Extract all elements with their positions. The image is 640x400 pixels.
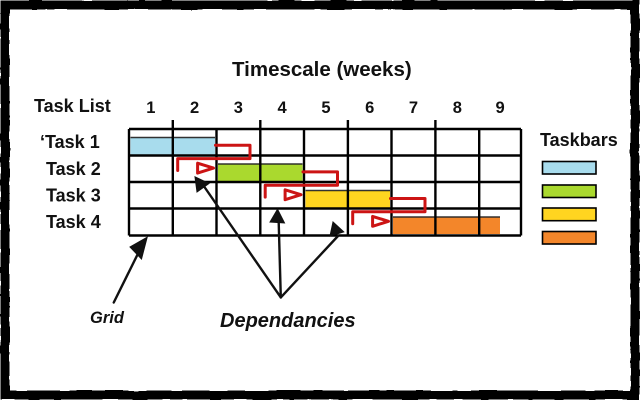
svg-text:Timescale (weeks): Timescale (weeks) bbox=[232, 58, 412, 81]
svg-text:8: 8 bbox=[453, 99, 462, 117]
svg-text:Dependancies: Dependancies bbox=[220, 310, 356, 332]
svg-text:Task 2: Task 2 bbox=[46, 159, 101, 179]
svg-text:Task List: Task List bbox=[34, 96, 111, 116]
svg-text:Grid: Grid bbox=[90, 309, 125, 327]
svg-text:5: 5 bbox=[321, 99, 330, 117]
svg-text:6: 6 bbox=[365, 99, 374, 117]
svg-text:9: 9 bbox=[496, 99, 505, 117]
svg-text:2: 2 bbox=[190, 99, 199, 117]
svg-text:‘Task 1: ‘Task 1 bbox=[40, 132, 100, 152]
svg-text:1: 1 bbox=[146, 99, 155, 117]
svg-text:7: 7 bbox=[409, 99, 418, 117]
svg-text:Task 4: Task 4 bbox=[46, 212, 101, 232]
svg-text:Task 3: Task 3 bbox=[46, 186, 101, 206]
svg-text:3: 3 bbox=[234, 99, 243, 117]
svg-text:Taskbars: Taskbars bbox=[540, 130, 618, 150]
svg-text:4: 4 bbox=[278, 99, 288, 117]
